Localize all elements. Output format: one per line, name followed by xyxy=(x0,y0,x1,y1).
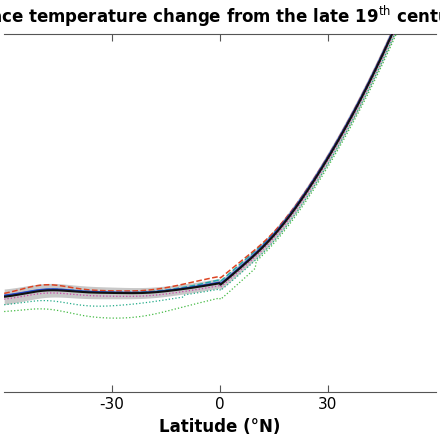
Title: ace temperature change from the late 19$^{\mathrm{th}}$ centu: ace temperature change from the late 19$… xyxy=(0,4,440,29)
X-axis label: Latitude (°N): Latitude (°N) xyxy=(159,418,281,436)
